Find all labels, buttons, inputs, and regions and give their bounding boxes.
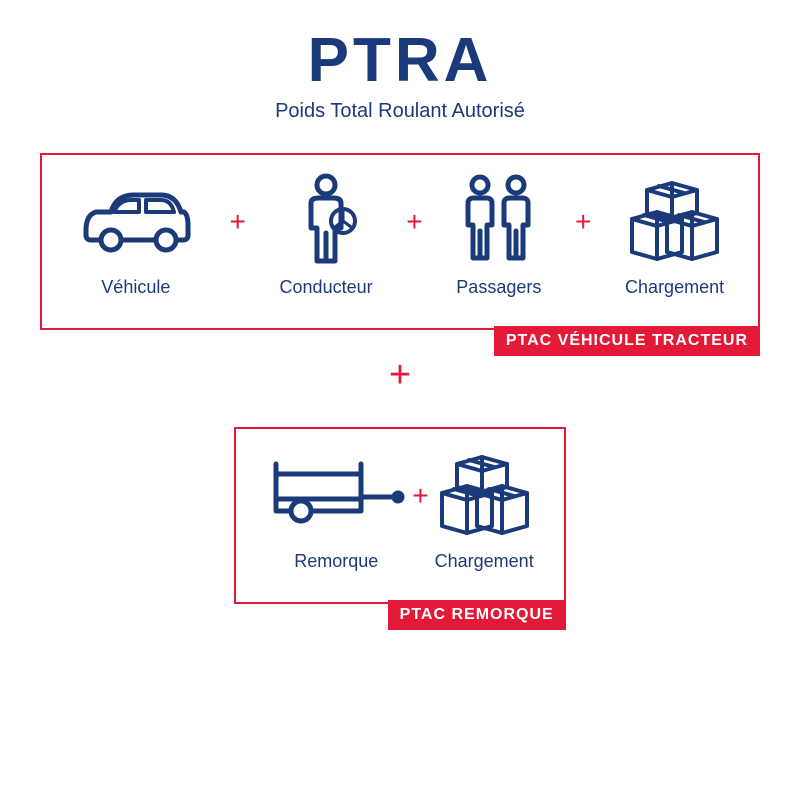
cargo-icon — [437, 449, 532, 539]
item-cargo-trailer: Chargement — [435, 449, 534, 572]
item-label: Véhicule — [101, 277, 170, 298]
cargo-icon — [627, 175, 722, 265]
plus-separator: + — [400, 206, 428, 238]
item-passengers: Passagers — [456, 175, 541, 298]
item-label: Chargement — [435, 551, 534, 572]
item-label: Remorque — [294, 551, 378, 572]
badge-trailer: PTAC REMORQUE — [388, 600, 566, 630]
plus-separator: + — [569, 206, 597, 238]
plus-separator: + — [224, 206, 252, 238]
box-trailer: Remorque + Charg — [234, 427, 565, 604]
main-subtitle: Poids Total Roulant Autorisé — [40, 100, 760, 123]
box-vehicle-tractor: Véhicule + Conducteur + — [40, 153, 760, 330]
item-label: Conducteur — [280, 277, 373, 298]
big-plus-operator: + — [40, 354, 760, 397]
plus-separator: + — [406, 480, 434, 512]
badge-vehicle-tractor: PTAC VÉHICULE TRACTEUR — [494, 326, 760, 356]
passengers-icon — [456, 175, 541, 265]
driver-icon — [291, 175, 361, 265]
main-title: PTRA — [40, 30, 760, 92]
item-cargo: Chargement — [625, 175, 724, 298]
item-label: Chargement — [625, 277, 724, 298]
item-label: Passagers — [456, 277, 541, 298]
trailer-icon — [266, 449, 406, 539]
item-driver: Conducteur — [280, 175, 373, 298]
item-vehicle: Véhicule — [76, 175, 196, 298]
item-trailer: Remorque — [266, 449, 406, 572]
car-icon — [76, 175, 196, 265]
